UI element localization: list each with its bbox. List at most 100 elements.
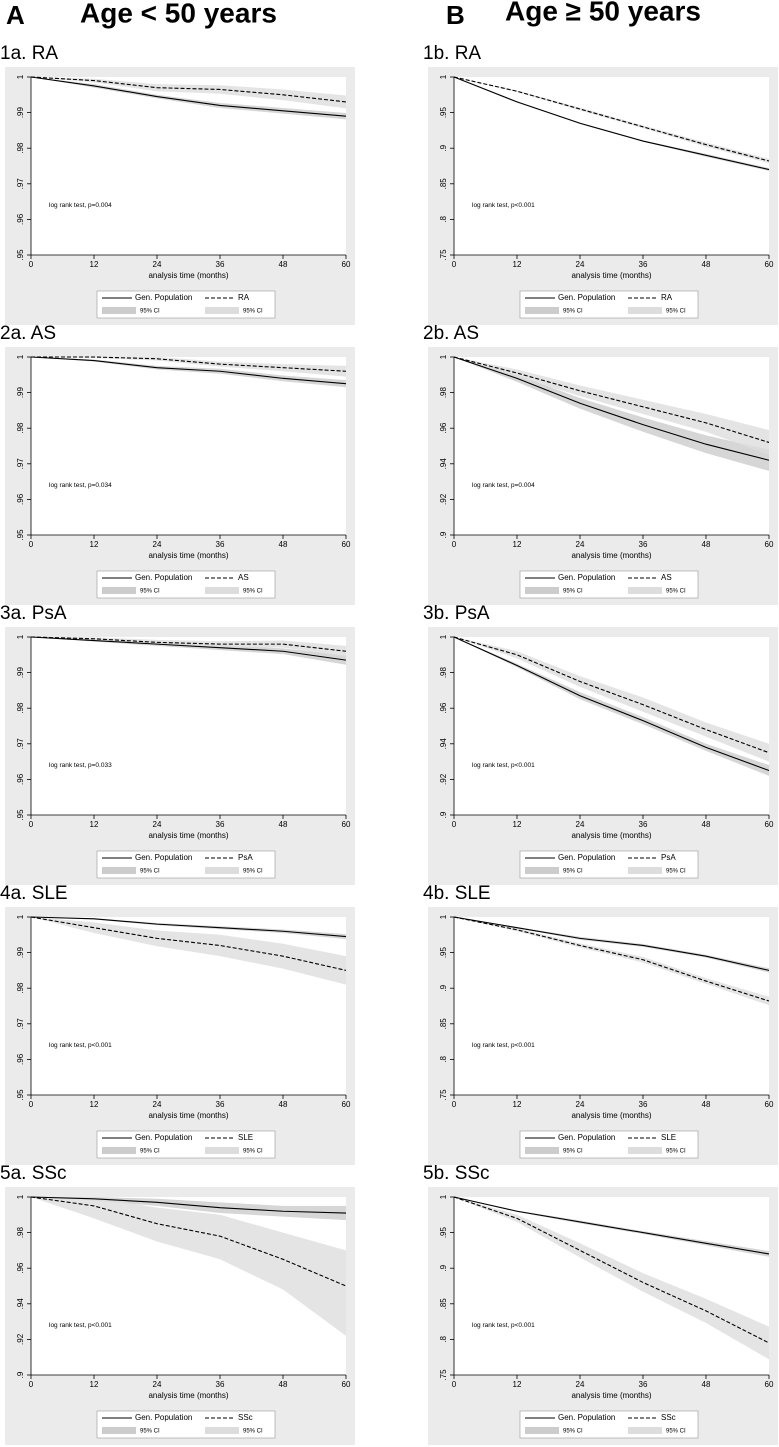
x-tick-label: 36 [216,1100,225,1109]
x-tick-label: 36 [216,1380,225,1389]
survival-line [453,636,770,772]
x-tick-label: 12 [513,260,522,269]
y-tick-label: .95 [16,809,25,821]
x-tick-label: 12 [513,1100,522,1109]
y-tick-label: .98 [16,142,25,154]
y-tick-label: 1 [439,1194,448,1199]
legend-label: 95% CI [140,869,160,875]
column-title: Age < 50 years [80,0,277,28]
y-tick-label: 1 [16,354,25,359]
legend-swatch [525,307,559,314]
legend-label: PsA [661,853,676,862]
y-tick-label: .95 [16,249,25,261]
legend-label: RA [661,293,673,302]
x-axis-label: analysis time (months) [148,1391,228,1400]
x-tick-label: 0 [29,1100,34,1109]
x-tick-label: 48 [702,1100,711,1109]
x-tick-label: 24 [576,540,585,549]
plot-area [31,77,346,255]
survival-line [453,916,770,971]
y-tick-label: 1 [439,74,448,79]
survival-line [30,76,347,103]
x-tick-label: 0 [29,260,34,269]
y-tick-label: .99 [16,106,25,118]
x-tick-label: 12 [90,540,99,549]
survival-line [453,1196,770,1255]
legend-label: Gen. Population [135,293,192,302]
x-tick-label: 0 [29,540,34,549]
legend-label: SSc [661,1413,676,1422]
column-title: Age ≥ 50 years [505,0,701,26]
legend-label: 95% CI [563,589,583,595]
x-tick-label: 24 [153,1100,162,1109]
annotation: log rank test, p<0.001 [472,1042,535,1049]
plot-area [454,1197,769,1375]
survival-line [30,916,347,938]
x-tick-label: 24 [153,260,162,269]
y-tick-label: 1 [439,634,448,639]
y-tick-label: .75 [439,249,448,261]
x-axis-label: analysis time (months) [148,1111,228,1120]
y-tick-label: 1 [16,1194,25,1199]
x-tick-label: 24 [576,260,585,269]
x-tick-label: 0 [452,1380,457,1389]
x-tick-label: 36 [639,540,648,549]
legend [519,570,699,599]
legend-label: 95% CI [243,589,263,595]
legend-swatch [525,1147,559,1154]
survival-line [453,1196,770,1344]
panel-title: 1a. RA [0,43,58,64]
column-letter: B [446,0,465,30]
legend-label: Gen. Population [135,1133,192,1142]
x-tick-label: 60 [342,820,351,829]
x-axis-label: analysis time (months) [571,1391,651,1400]
ci-band [31,77,346,120]
x-axis-label: analysis time (months) [571,551,651,560]
legend-label: SLE [661,1133,676,1142]
panel-title: 4b. SLE [423,883,491,904]
survival-line [453,356,770,461]
x-tick-label: 0 [452,820,457,829]
y-tick-label: .75 [439,1089,448,1101]
y-tick-label: .98 [16,982,25,994]
ci-band [31,1197,346,1221]
x-tick-label: 36 [216,260,225,269]
y-tick-label: .96 [16,213,25,225]
x-tick-label: 36 [639,1380,648,1389]
x-tick-label: 0 [29,820,34,829]
y-tick-label: .92 [439,493,448,505]
survival-line [31,356,347,372]
x-tick-label: 36 [639,820,648,829]
y-tick-label: .9 [439,984,448,991]
legend-label: SSc [238,1413,253,1422]
legend-label: 95% CI [563,1149,583,1155]
ci-band [31,1197,346,1336]
legend-label: Gen. Population [135,853,192,862]
y-tick-label: .96 [16,1262,25,1274]
survival-line [30,1196,347,1287]
survival-line [453,76,770,171]
legend-label: RA [238,293,250,302]
x-tick-label: 48 [279,820,288,829]
x-tick-label: 12 [90,1380,99,1389]
plot-area [31,357,346,535]
y-tick-label: .96 [16,773,25,785]
y-tick-label: .85 [439,1298,448,1310]
y-tick-label: .94 [16,1298,25,1310]
legend-label: 95% CI [243,869,263,875]
panel-title: 1b. RA [423,43,481,64]
x-axis-label: analysis time (months) [148,831,228,840]
survival-line [453,916,770,1002]
legend-label: 95% CI [666,869,686,875]
legend-label: 95% CI [140,309,160,315]
x-tick-label: 48 [279,260,288,269]
x-tick-label: 12 [90,820,99,829]
x-tick-label: 12 [90,1100,99,1109]
legend-label: Gen. Population [558,293,615,302]
ci-band [31,77,346,109]
survival-line [453,76,770,162]
legend-label: Gen. Population [558,1133,615,1142]
y-tick-label: .9 [439,144,448,151]
y-tick-label: .99 [16,666,25,678]
legend-swatch [102,587,136,594]
